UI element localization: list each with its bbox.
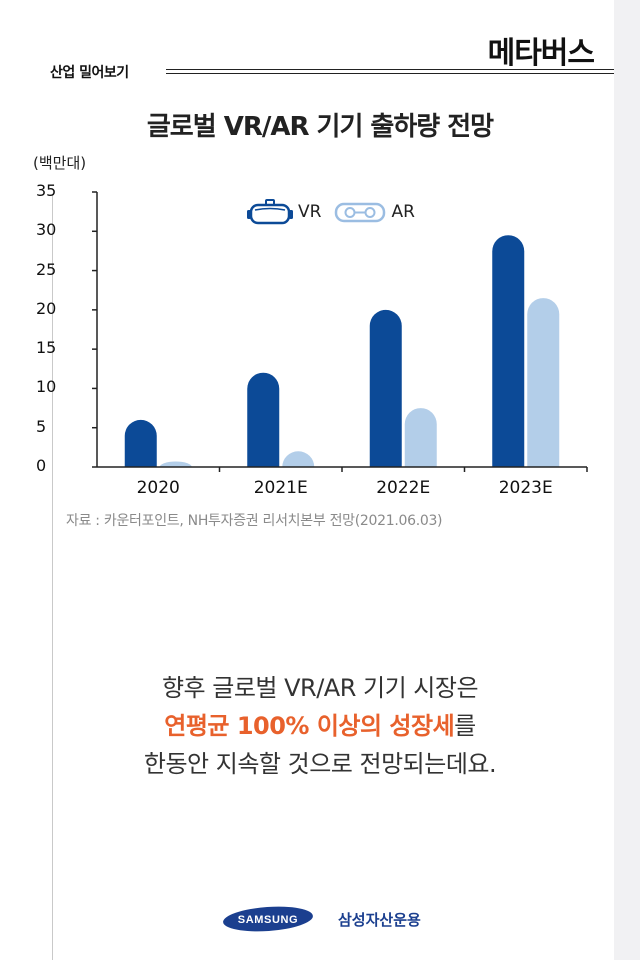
bar-ar-2021e [282,451,315,467]
ar-glasses-icon [335,202,386,223]
y-tick-label: 15 [36,338,57,358]
body-line-3: 한동안 지속할 것으로 전망되는데요. [143,750,497,778]
y-tick-label: 35 [36,181,57,200]
y-tick-label: 0 [36,456,47,475]
x-category-label: 2020 [136,478,180,498]
legend-label-ar: AR [391,202,415,222]
body-line-1: 향후 글로벌 VR/AR 기기 시장은 [161,674,479,702]
legend-item-ar: AR [333,198,415,226]
left-margin-rule [52,195,53,960]
y-tick-label: 10 [36,377,57,397]
y-tick-label: 30 [36,220,57,240]
bar-vr-2020 [124,419,157,467]
header-rule-top [166,69,614,70]
footer: SAMSUNG 삼성자산운용 [222,905,421,933]
y-tick-label: 20 [36,298,57,318]
right-margin-band [614,0,640,960]
section-title: 메타버스 [487,36,595,71]
chart-title: 글로벌 VR/AR 기기 출하량 전망 [146,112,494,142]
bar-vr-2023e [492,235,525,467]
bar-chart [92,191,588,472]
legend-item-vr: VR [246,198,321,226]
chart-legend: VR AR [246,198,427,226]
vr-headset-icon [247,199,293,225]
category-label: 산업 밀어보기 [50,65,129,81]
samsung-logo-text: SAMSUNG [238,914,298,926]
samsung-logo: SAMSUNG [223,906,313,932]
bar-vr-2022e [369,309,402,467]
bar-ar-2022e [404,408,437,467]
company-name: 삼성자산운용 [338,910,421,929]
legend-label-vr: VR [298,202,322,222]
y-tick-label: 5 [36,416,47,436]
body-line-2-rest: 를 [454,712,476,740]
bar-vr-2021e [247,372,280,467]
y-axis-unit: (백만대) [33,154,87,172]
bar-ar-2020 [159,461,192,467]
source-note: 자료 : 카운터포인트, NH투자증권 리서치본부 전망(2021.06.03) [66,513,443,529]
x-category-label: 2022E [376,478,431,498]
x-category-label: 2023E [498,478,553,498]
body-line-2: 연평균 100% 이상의 성장세를 [0,706,640,741]
x-category-label: 2021E [253,478,308,498]
header-rule-bottom [166,73,614,74]
bar-ar-2023e [527,298,560,467]
body-highlight: 연평균 100% 이상의 성장세 [164,712,455,740]
y-tick-label: 25 [36,259,57,279]
